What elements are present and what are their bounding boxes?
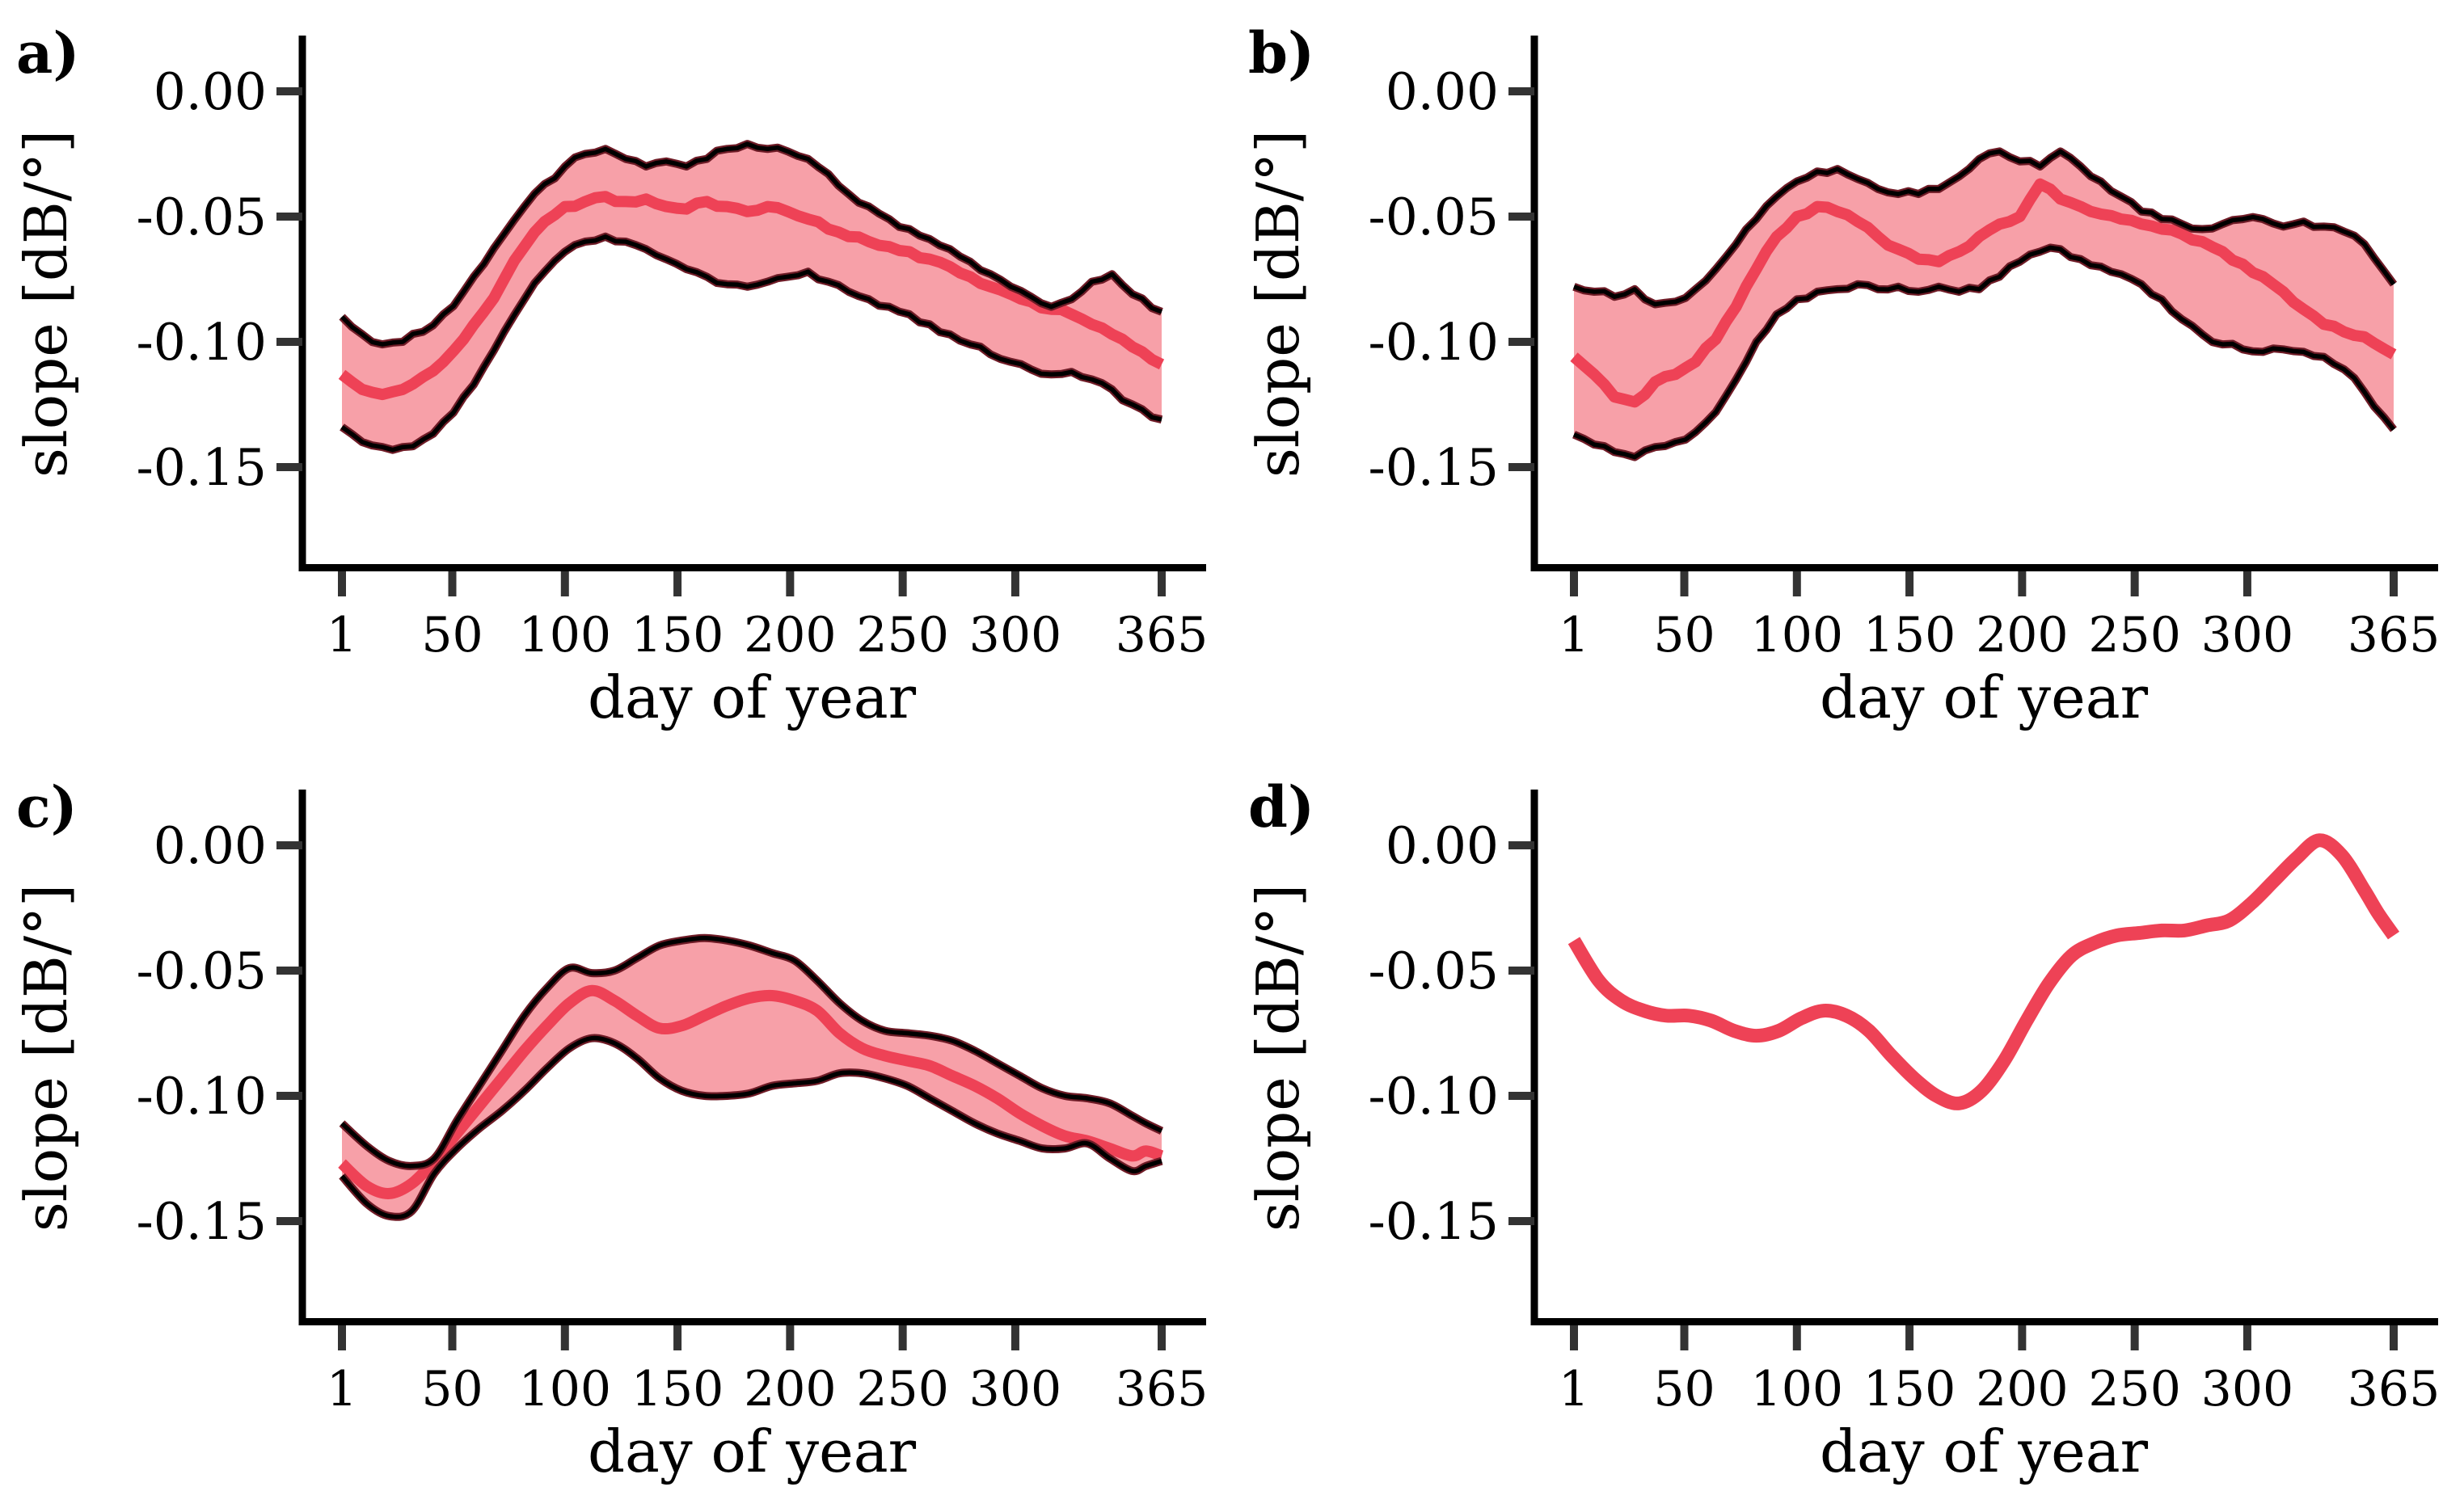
y-axis-title: slope [dB/°]: [1244, 884, 1312, 1232]
mean-line: [1570, 178, 2397, 408]
y-tick-label: 0.00: [1386, 816, 1499, 875]
x-tick-label: 365: [2348, 607, 2441, 663]
panel-letter-label: a): [16, 19, 79, 86]
y-tick-label: -0.10: [136, 313, 267, 372]
x-tick-label: 250: [2088, 607, 2181, 663]
panel-d: 0.00-0.05-0.10-0.151 50 100 150 200 250 300 365…: [1244, 773, 2441, 1485]
x-tick-label: 1: [1559, 1361, 1589, 1417]
mean-line: [338, 191, 1165, 401]
y-tick-label: -0.05: [136, 941, 267, 1000]
x-tick-label: 200: [1976, 1361, 2069, 1417]
x-tick-label: 100: [519, 1361, 612, 1417]
x-tick-label: 200: [1976, 607, 2069, 663]
panel-letter-label: b): [1248, 19, 1314, 86]
x-tick-label: 300: [2201, 607, 2294, 663]
x-tick-label: 50: [421, 1361, 483, 1417]
x-tick-label: 200: [744, 1361, 837, 1417]
y-tick-label: -0.05: [1368, 187, 1499, 246]
x-tick-label: 300: [2201, 1361, 2294, 1417]
panel-a: 0.00-0.05-0.10-0.151 50 100 150 200 250 300 365…: [12, 19, 1209, 731]
mean-line: [338, 984, 1164, 1199]
confidence-band-area: [342, 937, 1162, 1217]
panel-b: 0.00-0.05-0.10-0.151 50 100 150 200 250 300 365…: [1244, 19, 2441, 731]
y-tick-label: -0.15: [136, 438, 267, 497]
upper-bound-outline: [1573, 149, 2396, 307]
y-tick-label: -0.15: [1368, 1192, 1499, 1251]
x-tick-label: 100: [519, 607, 612, 663]
y-axis-title: slope [dB/°]: [1244, 130, 1312, 478]
x-tick-label: 365: [2348, 1361, 2441, 1417]
y-axis-title: slope [dB/°]: [12, 884, 80, 1232]
x-tick-label: 365: [1116, 607, 1209, 663]
panel-c: 0.00-0.05-0.10-0.151 50 100 150 200 250 300 365…: [12, 773, 1209, 1485]
x-tick-label: 50: [421, 607, 483, 663]
lower-bound-outline: [1572, 245, 2396, 460]
y-tick-label: -0.15: [136, 1192, 267, 1251]
y-tick-label: -0.05: [1368, 941, 1499, 1000]
x-tick-label: 300: [969, 607, 1062, 663]
x-axis-title: day of year: [1820, 663, 2149, 731]
upper-bound-outline: [340, 935, 1163, 1169]
x-axis-title: day of year: [1820, 1417, 2149, 1485]
y-tick-label: -0.05: [136, 187, 267, 246]
x-tick-label: 1: [327, 1361, 357, 1417]
x-axis-title: day of year: [588, 663, 917, 731]
x-tick-label: 50: [1653, 607, 1715, 663]
x-tick-label: 200: [744, 607, 837, 663]
x-tick-label: 250: [856, 607, 949, 663]
x-tick-label: 250: [2088, 1361, 2181, 1417]
y-tick-label: 0.00: [154, 62, 267, 121]
x-tick-label: 150: [631, 607, 724, 663]
x-tick-label: 150: [1863, 607, 1956, 663]
panel-letter-label: d): [1248, 773, 1314, 840]
lower-bound-outline: [340, 234, 1162, 453]
confidence-band-area: [1574, 151, 2394, 457]
x-tick-label: 1: [327, 607, 357, 663]
y-axis-title: slope [dB/°]: [12, 130, 80, 478]
x-tick-label: 100: [1751, 607, 1844, 663]
y-tick-label: -0.10: [1368, 1067, 1499, 1126]
x-tick-label: 250: [856, 1361, 949, 1417]
y-tick-label: -0.10: [1368, 313, 1499, 372]
y-tick-label: -0.10: [136, 1067, 267, 1126]
y-tick-label: 0.00: [154, 816, 267, 875]
y-tick-label: 0.00: [1386, 62, 1499, 121]
x-tick-label: 1: [1559, 607, 1589, 663]
x-tick-label: 300: [969, 1361, 1062, 1417]
upper-bound-outline: [340, 141, 1162, 347]
lower-bound-outline: [340, 1035, 1162, 1219]
x-tick-label: 100: [1751, 1361, 1844, 1417]
mean-line: [1567, 833, 2400, 1110]
x-axis-title: day of year: [588, 1417, 917, 1485]
y-tick-label: -0.15: [1368, 438, 1499, 497]
x-tick-label: 150: [631, 1361, 724, 1417]
panel-letter-label: c): [16, 773, 78, 840]
x-tick-label: 50: [1653, 1361, 1715, 1417]
x-tick-label: 150: [1863, 1361, 1956, 1417]
x-tick-label: 365: [1116, 1361, 1209, 1417]
